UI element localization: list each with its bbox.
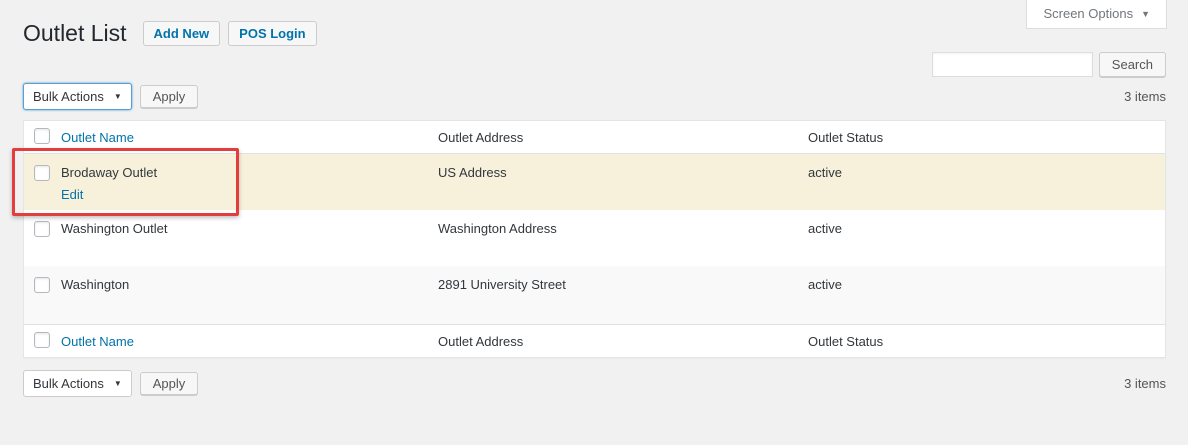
apply-button-top[interactable]: Apply bbox=[139, 85, 199, 108]
search-button[interactable]: Search bbox=[1098, 52, 1166, 77]
table-footer-row: Outlet Name Outlet Address Outlet Status bbox=[24, 324, 1165, 357]
add-new-button[interactable]: Add New bbox=[142, 20, 221, 46]
items-count-bottom: 3 items bbox=[1124, 376, 1166, 391]
screen-options-button[interactable]: Screen Options ▼ bbox=[1026, 0, 1167, 29]
select-all-checkbox-top[interactable] bbox=[34, 127, 50, 144]
tablenav-top: Bulk Actions ▼ Apply 3 items bbox=[23, 83, 1166, 110]
bulk-actions-select-top[interactable]: Bulk Actions ▼ bbox=[23, 83, 132, 110]
outlet-address: US Address bbox=[438, 165, 507, 180]
column-footer-outlet-name[interactable]: Outlet Name bbox=[61, 333, 134, 349]
apply-button-bottom[interactable]: Apply bbox=[139, 372, 199, 395]
chevron-down-icon: ▼ bbox=[1141, 8, 1150, 19]
page-header: Outlet List Add New POS Login bbox=[23, 19, 317, 47]
outlet-address: 2891 University Street bbox=[438, 277, 566, 292]
row-checkbox[interactable] bbox=[34, 277, 50, 293]
table-row: Washington Outlet Washington Address act… bbox=[24, 210, 1165, 266]
outlet-status: active bbox=[808, 221, 842, 236]
row-checkbox[interactable] bbox=[34, 221, 50, 237]
select-all-checkbox-bottom[interactable] bbox=[34, 331, 50, 348]
tablenav-bottom: Bulk Actions ▼ Apply 3 items bbox=[23, 370, 1166, 397]
outlet-list-table: Outlet Name Outlet Address Outlet Status… bbox=[23, 120, 1166, 358]
page-title: Outlet List bbox=[23, 20, 127, 46]
search-input[interactable] bbox=[931, 52, 1093, 77]
outlet-name: Brodaway Outlet bbox=[61, 165, 158, 180]
outlet-status: active bbox=[808, 165, 842, 180]
table-header-row: Outlet Name Outlet Address Outlet Status bbox=[24, 121, 1165, 154]
outlet-name: Washington bbox=[61, 277, 130, 292]
table-row: Washington 2891 University Street active bbox=[24, 266, 1165, 324]
column-footer-outlet-status: Outlet Status bbox=[808, 333, 884, 349]
screen-options-label: Screen Options bbox=[1043, 6, 1134, 21]
edit-link[interactable]: Edit bbox=[61, 187, 84, 202]
search-box: Search bbox=[931, 52, 1166, 77]
select-caret-icon: ▼ bbox=[113, 92, 122, 101]
pos-login-button[interactable]: POS Login bbox=[228, 20, 317, 46]
column-header-outlet-address: Outlet Address bbox=[438, 129, 524, 145]
column-footer-outlet-address: Outlet Address bbox=[438, 333, 524, 349]
select-caret-icon: ▼ bbox=[113, 379, 122, 388]
outlet-name: Washington Outlet bbox=[61, 221, 168, 236]
items-count-top: 3 items bbox=[1124, 89, 1166, 104]
table-row: Brodaway Outlet Edit US Address active bbox=[24, 154, 1165, 210]
column-header-outlet-name[interactable]: Outlet Name bbox=[61, 129, 134, 145]
bulk-actions-label: Bulk Actions bbox=[33, 89, 104, 104]
column-header-outlet-status: Outlet Status bbox=[808, 129, 884, 145]
row-checkbox[interactable] bbox=[34, 165, 50, 181]
outlet-status: active bbox=[808, 277, 842, 292]
outlet-address: Washington Address bbox=[438, 221, 557, 236]
bulk-actions-select-bottom[interactable]: Bulk Actions ▼ bbox=[23, 370, 132, 397]
bulk-actions-label: Bulk Actions bbox=[33, 376, 104, 391]
